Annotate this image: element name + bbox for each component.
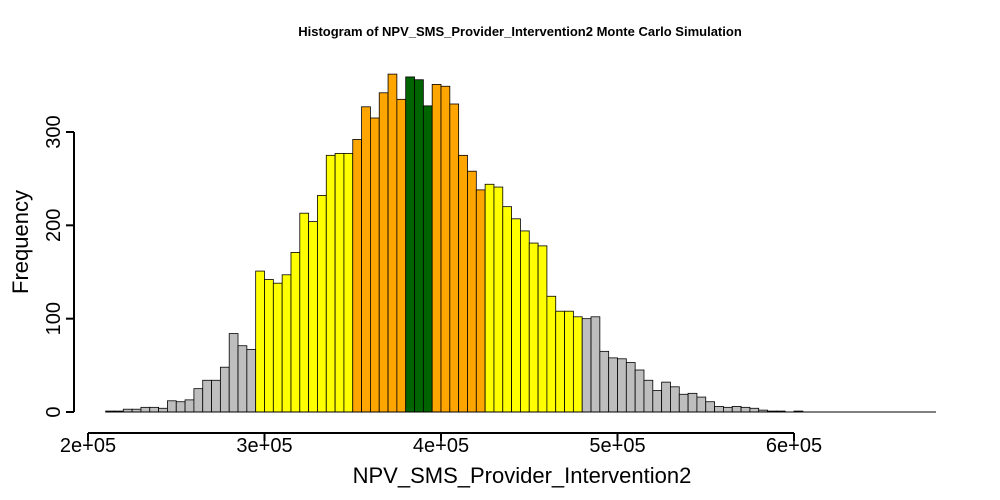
histogram-bar <box>449 103 460 413</box>
histogram-bar <box>608 357 618 413</box>
histogram-bar <box>290 251 301 413</box>
histogram-bar <box>661 381 671 413</box>
histogram-bar <box>325 154 336 413</box>
y-axis: 0 100 200 300 <box>43 115 75 418</box>
histogram-bar <box>167 400 177 413</box>
histogram-bar <box>731 405 742 413</box>
histogram-bar <box>678 393 689 413</box>
histogram-bar <box>625 362 636 413</box>
histogram-bar <box>352 139 362 413</box>
histogram-bar <box>281 274 292 413</box>
x-tick-label: 6e+05 <box>766 435 822 457</box>
histogram-bar <box>723 406 733 413</box>
x-tick-label: 4e+05 <box>413 435 469 457</box>
histogram-bar <box>202 379 212 413</box>
histogram-bar <box>740 406 751 413</box>
y-tick-label: 0 <box>43 406 65 417</box>
histogram-bar <box>369 117 380 413</box>
histogram-bar <box>537 245 548 413</box>
x-tick-label: 3e+05 <box>236 435 292 457</box>
histogram-bar <box>467 170 477 413</box>
y-tick-label: 300 <box>43 115 65 148</box>
histogram-bar <box>643 379 654 413</box>
x-tick-label: 2e+05 <box>60 435 116 457</box>
histogram-bar <box>334 153 345 413</box>
histogram-bar <box>458 154 468 413</box>
histogram-bar <box>484 183 495 413</box>
histogram-bar <box>193 388 204 413</box>
histogram-bar <box>228 333 239 413</box>
x-tick-label: 5e+05 <box>589 435 645 457</box>
chart-title: Histogram of NPV_SMS_Provider_Interventi… <box>298 24 742 39</box>
x-axis-label: NPV_SMS_Provider_Intervention2 <box>353 463 692 488</box>
histogram-bar <box>546 295 557 413</box>
y-tick-label: 100 <box>43 302 65 335</box>
histogram-bar <box>255 270 265 413</box>
bars-group <box>105 73 804 413</box>
histogram-bar <box>149 406 160 413</box>
histogram-bar <box>422 105 433 413</box>
histogram-bar <box>440 85 451 413</box>
histogram-bar <box>272 282 283 413</box>
histogram-bar <box>237 345 248 413</box>
histogram-bar <box>405 76 415 413</box>
histogram-bar <box>564 310 574 413</box>
histogram-bar <box>555 310 565 413</box>
histogram-bar <box>572 316 583 413</box>
histogram-bar <box>670 386 680 413</box>
histogram-bar <box>158 407 168 413</box>
histogram-bar <box>378 92 389 413</box>
histogram-bar <box>299 212 310 413</box>
histogram-bar <box>687 392 698 413</box>
histogram-bar <box>387 73 398 413</box>
histogram-bar <box>696 396 707 413</box>
histogram-bar <box>396 98 407 413</box>
y-tick-label: 200 <box>43 209 65 242</box>
histogram-bar <box>361 106 371 413</box>
histogram-bar <box>493 186 504 413</box>
histogram-bar <box>308 221 318 413</box>
x-axis: 2e+05 3e+05 4e+05 5e+05 6e+05 <box>60 411 936 457</box>
histogram-bar <box>184 399 195 413</box>
histogram-bar <box>590 316 601 413</box>
histogram-bar <box>431 84 442 413</box>
histogram-bar <box>343 153 354 413</box>
histogram-bar <box>528 242 539 413</box>
histogram-bar <box>599 350 610 413</box>
histogram-bar <box>511 218 521 413</box>
histogram-bar <box>219 366 230 413</box>
histogram-bar <box>502 206 512 413</box>
histogram-bar <box>749 407 760 413</box>
histogram-bar <box>617 358 627 413</box>
histogram-bar <box>211 379 221 413</box>
histogram-bar <box>634 369 645 413</box>
y-axis-label: Frequency <box>8 190 33 294</box>
histogram-bar <box>414 79 424 413</box>
histogram-bar <box>264 279 274 413</box>
histogram-bar <box>581 318 592 413</box>
histogram-bar <box>475 189 486 413</box>
histogram-bar <box>714 405 724 413</box>
histogram-bar <box>140 406 151 413</box>
histogram-bar <box>520 230 530 413</box>
histogram-bar <box>652 390 663 413</box>
histogram-bar <box>175 401 186 413</box>
histogram-bar <box>317 195 327 413</box>
histogram-bar <box>705 401 715 413</box>
histogram-bar <box>246 349 257 413</box>
